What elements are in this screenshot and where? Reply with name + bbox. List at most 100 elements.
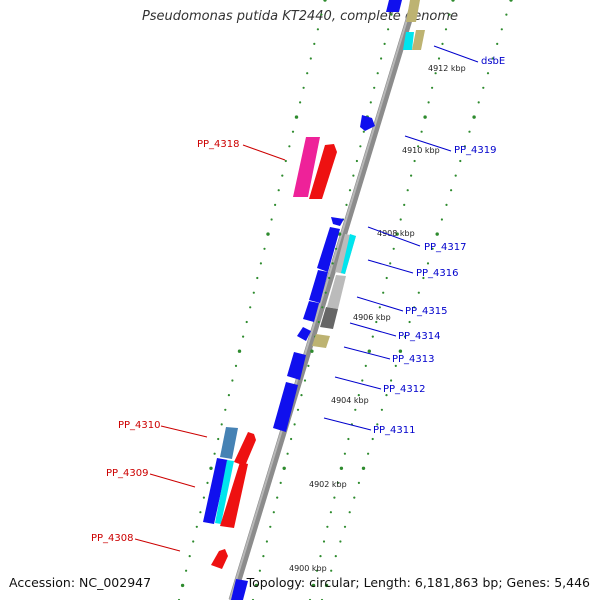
- gene-arrow-PP_4309-red[interactable]: [220, 462, 248, 528]
- tick-dot: [277, 189, 280, 192]
- tick-dot: [299, 101, 302, 104]
- gene-arrow-PP_4313[interactable]: [312, 334, 330, 348]
- gene-arrow-PP_4308[interactable]: [211, 549, 228, 569]
- tick-dot: [331, 262, 334, 265]
- tick-dot: [347, 437, 350, 441]
- tick-dot: [359, 145, 362, 148]
- tick-dot: [262, 555, 265, 558]
- tick-dot: [423, 115, 427, 119]
- gene-arrow-PP_4318[interactable]: [309, 144, 337, 199]
- tick-dot: [254, 583, 259, 588]
- tick-dot: [242, 335, 245, 338]
- tick-dot: [390, 13, 393, 16]
- gene-arrow[interactable]: [234, 432, 256, 466]
- gene-arrow-PP_4314[interactable]: [320, 307, 338, 329]
- tick-dot: [209, 466, 213, 470]
- tick-dot: [269, 525, 272, 528]
- tick-dot: [399, 218, 402, 221]
- tick-dot: [279, 481, 282, 484]
- tick-dot: [477, 101, 480, 104]
- gene-label-PP_4310: PP_4310: [118, 420, 161, 431]
- tick-dot: [272, 511, 275, 514]
- tick-label: 4900 kbp: [289, 564, 327, 573]
- tick-dot: [288, 145, 291, 148]
- tick-dot: [371, 335, 374, 338]
- tick-dot: [237, 349, 242, 353]
- tick-dot: [367, 452, 370, 455]
- tick-dot: [463, 145, 466, 148]
- tick-dot: [417, 291, 420, 294]
- tick-dot: [245, 320, 248, 324]
- tick-dot: [319, 555, 322, 558]
- gene-arrow[interactable]: [386, 0, 402, 12]
- gene-arrow-PP_4312[interactable]: [287, 352, 306, 380]
- tick-dot: [322, 540, 326, 543]
- tick-dot: [294, 115, 299, 119]
- gene-arrow-PP_4309[interactable]: [203, 458, 228, 524]
- tick-dot: [302, 86, 305, 89]
- gene-label-PP_4309: PP_4309: [106, 468, 149, 479]
- tick-dot: [291, 130, 295, 133]
- gene-arrow-PP_4319[interactable]: [360, 115, 375, 131]
- tick-label: 4904 kbp: [331, 396, 369, 405]
- tick-dot: [180, 583, 185, 588]
- gene-arrow-PP_4309-cyan[interactable]: [215, 460, 234, 524]
- tick-dot: [355, 159, 358, 163]
- gene-arrow[interactable]: [412, 30, 425, 50]
- tick-dot: [413, 159, 416, 163]
- gene-label-PP_4317: PP_4317: [424, 242, 467, 253]
- tick-dot: [339, 466, 344, 470]
- tick-dot: [500, 28, 503, 31]
- tick-dot: [408, 320, 411, 324]
- tick-dot: [309, 57, 312, 60]
- tick-dot: [385, 276, 388, 280]
- gene-arrow-PP_4318-magenta[interactable]: [293, 137, 320, 197]
- tick-dot: [440, 218, 443, 221]
- tick-dot: [296, 408, 300, 411]
- tick-dot: [395, 232, 399, 236]
- tick-dot: [259, 262, 262, 265]
- gene-arrow[interactable]: [406, 0, 420, 22]
- tick-dot: [448, 13, 451, 16]
- tick-dot: [266, 232, 270, 236]
- tick-dot: [293, 423, 296, 426]
- gene-arrow[interactable]: [231, 579, 248, 600]
- tick-dot: [390, 379, 393, 382]
- tick-dot: [398, 349, 403, 353]
- tick-dot: [482, 86, 485, 89]
- tick-dot: [441, 42, 444, 46]
- tick-dot: [281, 174, 284, 177]
- tick-dot: [313, 42, 316, 46]
- tick-dot: [336, 481, 339, 484]
- tick-dot: [324, 291, 327, 294]
- gene-arrow-PP_4316-cyan[interactable]: [341, 234, 356, 274]
- gene-label-PP_4308: PP_4308: [91, 533, 134, 544]
- tick-dot: [373, 86, 376, 89]
- gene-arrow[interactable]: [297, 327, 311, 341]
- tick-dot: [306, 72, 309, 75]
- gene-arrow-PP_4310[interactable]: [220, 427, 238, 459]
- tick-dot: [317, 320, 320, 324]
- tick-dot: [310, 349, 314, 353]
- tick-dot: [290, 437, 293, 441]
- tick-dot: [286, 452, 289, 455]
- gene-arrow[interactable]: [303, 301, 319, 322]
- gene-arrow-dsbE[interactable]: [403, 32, 414, 50]
- gene-arrow-PP_4315[interactable]: [309, 270, 328, 303]
- gene-labels: dsbE PP_4319 PP_4318 PP_4317 PP_4316 PP_…: [91, 56, 505, 544]
- tick-dot: [324, 583, 329, 588]
- gene-arrow-PP_4317[interactable]: [317, 227, 340, 272]
- tick-dot: [364, 364, 367, 367]
- tick-dot: [451, 0, 455, 2]
- gene-arrow-small[interactable]: [331, 217, 344, 226]
- tick-dot: [387, 28, 390, 31]
- tick-dot: [330, 569, 333, 572]
- tick-label: 4906 kbp: [353, 313, 391, 322]
- gene-arrow-PP_4315-grey[interactable]: [327, 275, 346, 309]
- gene-label-PP_4318: PP_4318: [197, 139, 240, 150]
- tick-dot: [376, 423, 379, 426]
- gene-arrow-PP_4311[interactable]: [273, 382, 298, 432]
- tick-dot: [206, 481, 209, 484]
- tick-dot: [220, 423, 223, 426]
